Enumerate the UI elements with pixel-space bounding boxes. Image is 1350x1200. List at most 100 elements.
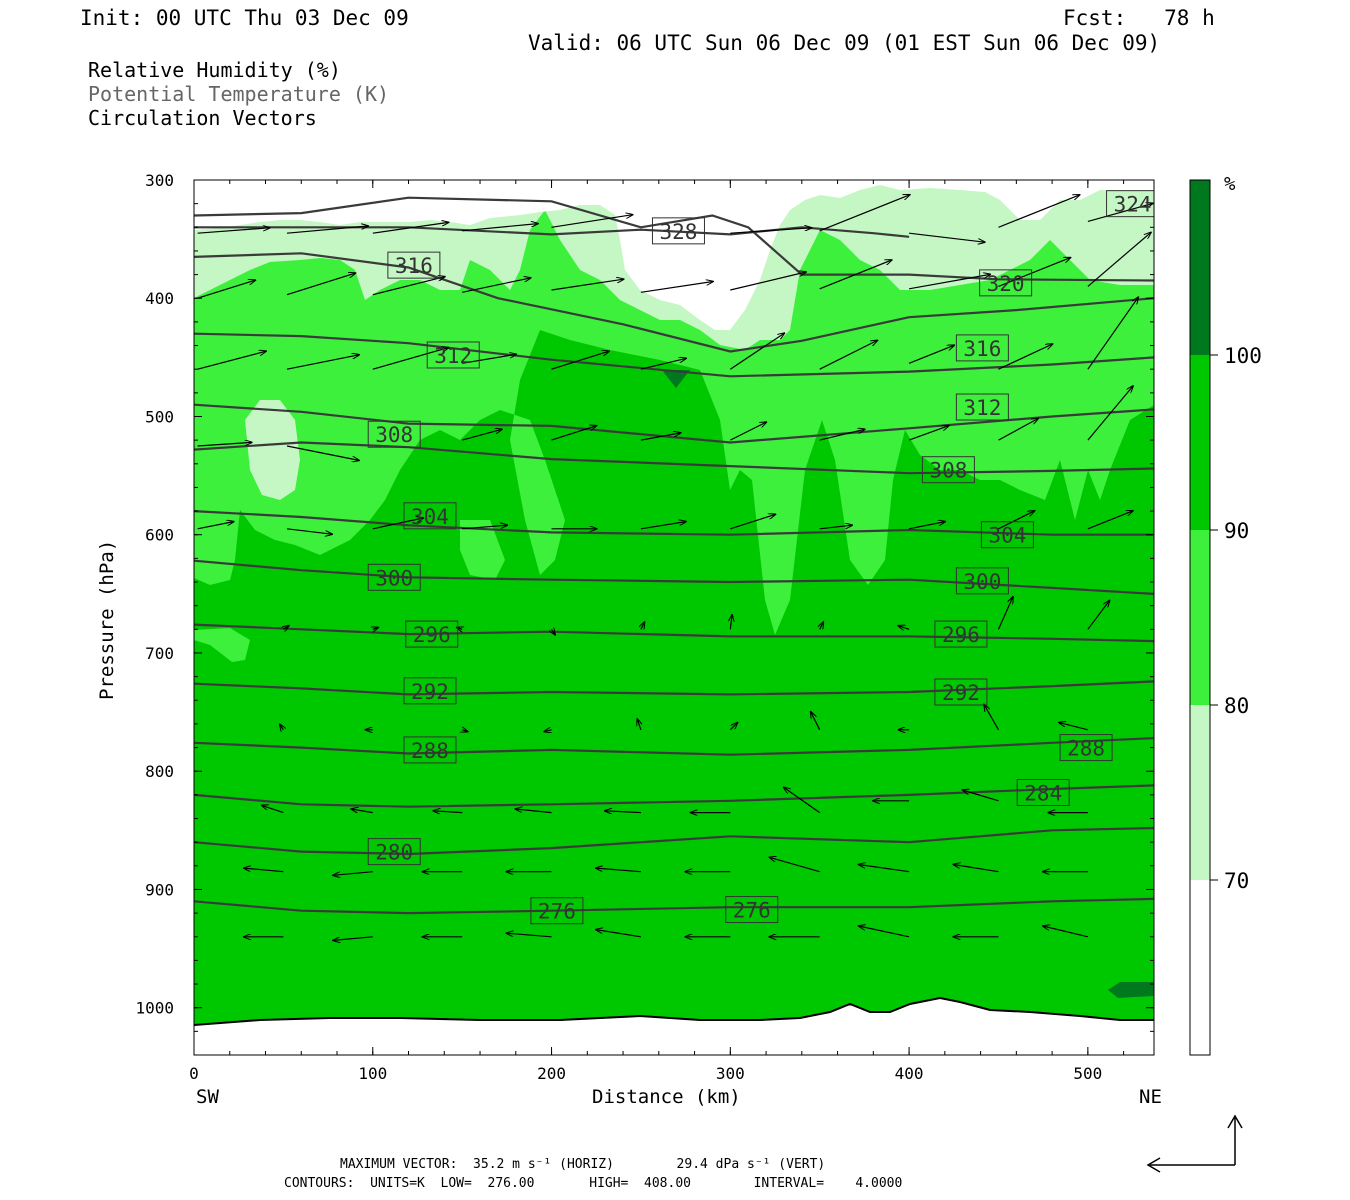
- contour-label-box: [403, 677, 457, 705]
- circulation-vector: [819, 340, 878, 370]
- contour-label-box: [1106, 190, 1154, 218]
- colorbar-swatch-90-100: [1190, 355, 1210, 530]
- circulation-vector: [909, 232, 985, 242]
- contour-label: 296: [413, 623, 451, 647]
- rh-band-80-90: [194, 628, 250, 662]
- circulation-vector: [462, 525, 507, 530]
- circulation-vector: [351, 809, 373, 814]
- circulation-vector: [908, 522, 945, 530]
- colorbar-unit: %: [1224, 173, 1236, 195]
- circulation-vector: [551, 426, 597, 441]
- circulation-vector: [1087, 203, 1153, 222]
- y-axis-label: Pressure (hPa): [96, 539, 118, 700]
- circulation-vector: [769, 857, 820, 873]
- circulation-vector: [819, 260, 892, 290]
- contour-label: 296: [942, 623, 980, 647]
- rh-band-below-70: [194, 180, 1154, 330]
- y-tick-label: 900: [145, 880, 174, 899]
- circulation-vector: [1087, 232, 1151, 287]
- circulation-vector: [730, 514, 775, 530]
- circulation-vectors: [197, 195, 1153, 941]
- rh-band-100: [1108, 982, 1154, 998]
- y-tick-label: 700: [145, 644, 174, 663]
- contour-label-box: [725, 896, 779, 924]
- colorbar-swatch-80-90: [1190, 530, 1210, 705]
- circulation-vector: [197, 280, 256, 299]
- circulation-vector: [1043, 926, 1089, 938]
- colorbar-swatch-below-70: [1190, 880, 1210, 1055]
- circulation-vector: [1059, 723, 1089, 731]
- circulation-vector: [433, 811, 463, 813]
- circulation-vector: [811, 712, 821, 731]
- y-tick-label: 400: [145, 289, 174, 308]
- x-axis-left-label: SW: [196, 1086, 219, 1108]
- reference-vector: [1146, 1114, 1243, 1173]
- contour-label: 292: [411, 680, 449, 704]
- circulation-vector: [372, 277, 445, 296]
- rh-band-100: [662, 370, 690, 388]
- circulation-vector: [373, 628, 378, 630]
- circulation-vector: [908, 345, 954, 364]
- circulation-vector: [998, 344, 1053, 370]
- x-tick-label: 0: [189, 1064, 199, 1083]
- colorbar-level-label: 80: [1224, 694, 1249, 718]
- circulation-vector: [244, 868, 284, 873]
- contour-label-box: [367, 838, 421, 866]
- circulation-vector: [280, 724, 284, 729]
- theta-contour-288: [194, 737, 1154, 756]
- plot-frame: [193, 179, 1155, 1056]
- circulation-vector: [333, 871, 373, 876]
- x-axis-label: Distance (km): [592, 1086, 741, 1108]
- y-tick-label: 500: [145, 407, 174, 426]
- circulation-vector: [998, 195, 1080, 228]
- circulation-vector: [784, 787, 821, 814]
- circulation-vector: [462, 354, 516, 364]
- rh-band-80-90: [460, 520, 505, 580]
- contour-label-box: [426, 341, 480, 369]
- circulation-vector: [262, 805, 284, 814]
- contour-label-box: [979, 269, 1033, 297]
- circulation-vector: [997, 597, 1013, 630]
- theta-contour-300: [194, 559, 1154, 595]
- circulation-vector: [859, 865, 910, 873]
- circulation-vector: [372, 518, 423, 530]
- circulation-vector: [819, 525, 852, 530]
- contour-label-box: [405, 620, 459, 648]
- circulation-vector: [730, 228, 811, 234]
- circulation-vector: [372, 348, 449, 370]
- circulation-vector: [819, 195, 910, 232]
- contour-label-box: [367, 563, 421, 591]
- contour-label: 324: [1114, 193, 1152, 217]
- circulation-vector: [1087, 386, 1133, 441]
- circulation-vector: [596, 868, 641, 873]
- circulation-vector: [197, 228, 270, 234]
- contour-label-box: [651, 217, 705, 245]
- colorbar-level-label: 100: [1224, 344, 1262, 368]
- contour-label: 312: [434, 344, 472, 368]
- x-tick-label: 400: [895, 1064, 924, 1083]
- circulation-vector: [730, 422, 766, 441]
- contour-label-box: [387, 251, 441, 279]
- contour-label-box: [367, 420, 421, 448]
- theta-contour-324: [194, 196, 1154, 282]
- circulation-vector: [640, 282, 713, 293]
- contour-label: 300: [375, 566, 413, 590]
- circulation-vector: [551, 215, 633, 228]
- contour-label-box: [1016, 779, 1070, 806]
- contour-label: 304: [988, 524, 1026, 548]
- circulation-vector: [462, 429, 502, 441]
- valid-time: Valid: 06 UTC Sun 06 Dec 09 (01 EST Sun …: [528, 31, 1161, 55]
- circulation-vector: [462, 730, 467, 732]
- circulation-vector: [596, 930, 641, 938]
- colorbar-swatch-70-80: [1190, 705, 1210, 880]
- circulation-vector: [908, 426, 949, 441]
- max-vector-note: MAXIMUM VECTOR: 35.2 m s⁻¹ (HORIZ) 29.4 …: [340, 1157, 826, 1172]
- contour-label: 292: [942, 681, 980, 705]
- circulation-vector: [730, 615, 732, 630]
- contour-label: 276: [733, 899, 771, 923]
- colorbar-frame: [1189, 179, 1211, 1056]
- circulation-vector: [954, 865, 999, 873]
- forecast-hour: Fcst: 78 h: [1063, 6, 1215, 30]
- circulation-vector: [730, 272, 806, 291]
